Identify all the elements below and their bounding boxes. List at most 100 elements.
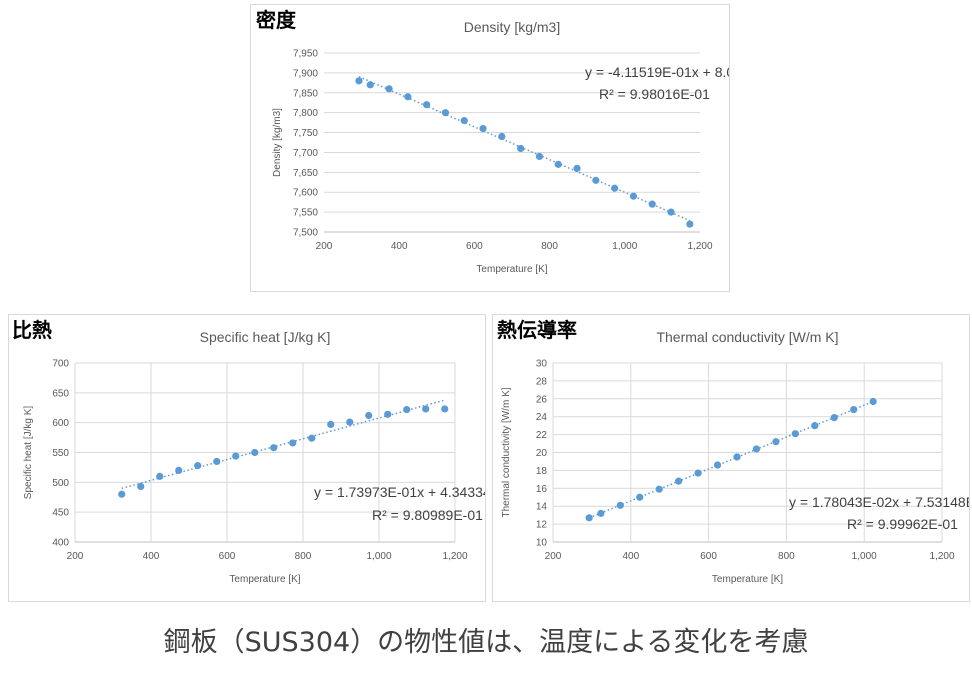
y-tick-label: 14 (536, 502, 548, 513)
y-tick-label: 18 (536, 466, 548, 477)
specific-heat-label: 比熱 (12, 318, 52, 342)
x-tick-label: 1,200 (929, 551, 954, 562)
data-point (385, 85, 393, 93)
y-tick-label: 24 (536, 412, 548, 423)
x-tick-label: 400 (143, 551, 160, 562)
thermal-conductivity-chart-panel: 10 12 14 16 18 20 22 24 26 28 30 200 400 600 800 1,000 1… (492, 314, 970, 602)
y-tick-label: 7,850 (293, 88, 318, 99)
y-tick-label: 10 (536, 538, 548, 549)
x-tick-label: 800 (778, 551, 795, 562)
data-point (441, 109, 450, 117)
x-axis-label: Temperature [K] (712, 574, 783, 585)
data-point (667, 208, 675, 216)
y-tick-label: 7,900 (293, 68, 318, 79)
data-point (713, 461, 722, 469)
y-tick-label: 22 (536, 430, 548, 441)
x-tick-label: 200 (67, 551, 84, 562)
y-tick-label: 650 (52, 388, 69, 399)
data-point (592, 176, 600, 184)
data-point (498, 132, 506, 141)
y-tick-label: 400 (52, 538, 69, 549)
x-tick-label: 1,000 (366, 551, 391, 562)
x-tick-label: 600 (219, 551, 236, 562)
chart-title: Density [kg/m3] (464, 19, 560, 35)
data-point (636, 493, 644, 501)
data-point (655, 485, 663, 493)
x-tick-label: 1,200 (442, 551, 467, 562)
x-tick-label: 200 (316, 241, 333, 252)
data-point (308, 434, 316, 442)
data-point (675, 477, 683, 485)
y-tick-label: 28 (536, 376, 548, 387)
data-point (869, 397, 877, 406)
x-tick-label: 200 (545, 551, 562, 562)
data-point (573, 164, 581, 172)
y-tick-label: 20 (536, 448, 548, 459)
y-tick-label: 7,950 (293, 49, 318, 60)
trendline (588, 400, 874, 519)
data-point (694, 469, 702, 477)
y-tick-label: 500 (52, 478, 69, 489)
y-axis-label: Specific heat [J/kg K] (23, 406, 34, 500)
data-point (686, 220, 694, 228)
data-point (346, 418, 354, 426)
data-point (811, 422, 819, 430)
data-point (460, 117, 468, 125)
density-chart: 7,500 7,550 7,600 7,650 7,700 7,750 7,800 7,850… (272, 19, 729, 275)
density-chart-panel: 7,500 7,550 7,600 7,650 7,700 7,750 7,800 7,850… (250, 4, 730, 292)
data-point (441, 405, 449, 413)
data-point (517, 144, 525, 153)
data-point (597, 509, 605, 517)
data-point (791, 430, 799, 438)
data-point (830, 413, 838, 422)
y-tick-label: 7,750 (293, 128, 318, 139)
data-point (404, 93, 412, 101)
y-tick-label: 7,550 (293, 208, 318, 219)
trendline-equation: y = -4.11519E-01x + 8.00988E+03 (585, 64, 729, 80)
data-point (733, 453, 741, 461)
x-tick-label: 400 (622, 551, 639, 562)
x-axis-label: Temperature [K] (476, 264, 547, 275)
data-point (616, 501, 624, 509)
data-point (355, 77, 363, 85)
data-point (585, 514, 593, 522)
y-tick-label: 12 (536, 520, 548, 531)
y-tick-label: 26 (536, 394, 548, 405)
thermal-conductivity-label: 熱伝導率 (497, 318, 577, 342)
specific-heat-chart: 400 450 500 550 600 650 700 200 400 600 800 1,000 1,… (23, 329, 485, 585)
y-tick-label: 7,800 (293, 108, 318, 119)
x-tick-label: 1,000 (612, 241, 637, 252)
data-point (175, 466, 183, 474)
r-squared-label: R² = 9.98016E-01 (599, 86, 710, 102)
data-point (137, 482, 145, 491)
data-point (611, 184, 619, 192)
y-tick-label: 7,600 (293, 188, 318, 199)
x-tick-label: 800 (541, 241, 558, 252)
thermal-conductivity-chart: 10 12 14 16 18 20 22 24 26 28 30 200 400 600 800 1,000 1… (501, 329, 969, 585)
chart-title: Specific heat [J/kg K] (200, 329, 331, 345)
data-point (423, 101, 431, 109)
x-tick-label: 600 (466, 241, 483, 252)
y-tick-label: 7,700 (293, 148, 318, 159)
data-point (156, 472, 164, 480)
data-point (327, 420, 335, 429)
data-point (554, 160, 562, 168)
y-tick-label: 700 (52, 359, 69, 370)
data-point (535, 152, 544, 161)
data-point (365, 411, 373, 420)
y-axis-label: Thermal conductivity [W/m K] (501, 387, 512, 517)
trendline-equation: y = 1.78043E-02x + 7.53148E+00 (789, 494, 969, 510)
y-axis-label: Density [kg/m3] (272, 108, 283, 177)
data-point (289, 439, 297, 447)
y-tick-label: 550 (52, 448, 69, 459)
x-tick-label: 600 (700, 551, 717, 562)
data-point (772, 438, 780, 446)
y-tick-label: 30 (536, 359, 548, 370)
x-axis-label: Temperature [K] (229, 574, 300, 585)
density-label: 密度 (256, 8, 296, 32)
y-tick-label: 450 (52, 508, 69, 519)
caption: 鋼板（SUS304）の物性値は、温度による変化を考慮 (163, 627, 809, 658)
data-point (366, 81, 374, 89)
y-tick-label: 7,500 (293, 228, 318, 239)
r-squared-label: R² = 9.80989E-01 (372, 507, 483, 523)
